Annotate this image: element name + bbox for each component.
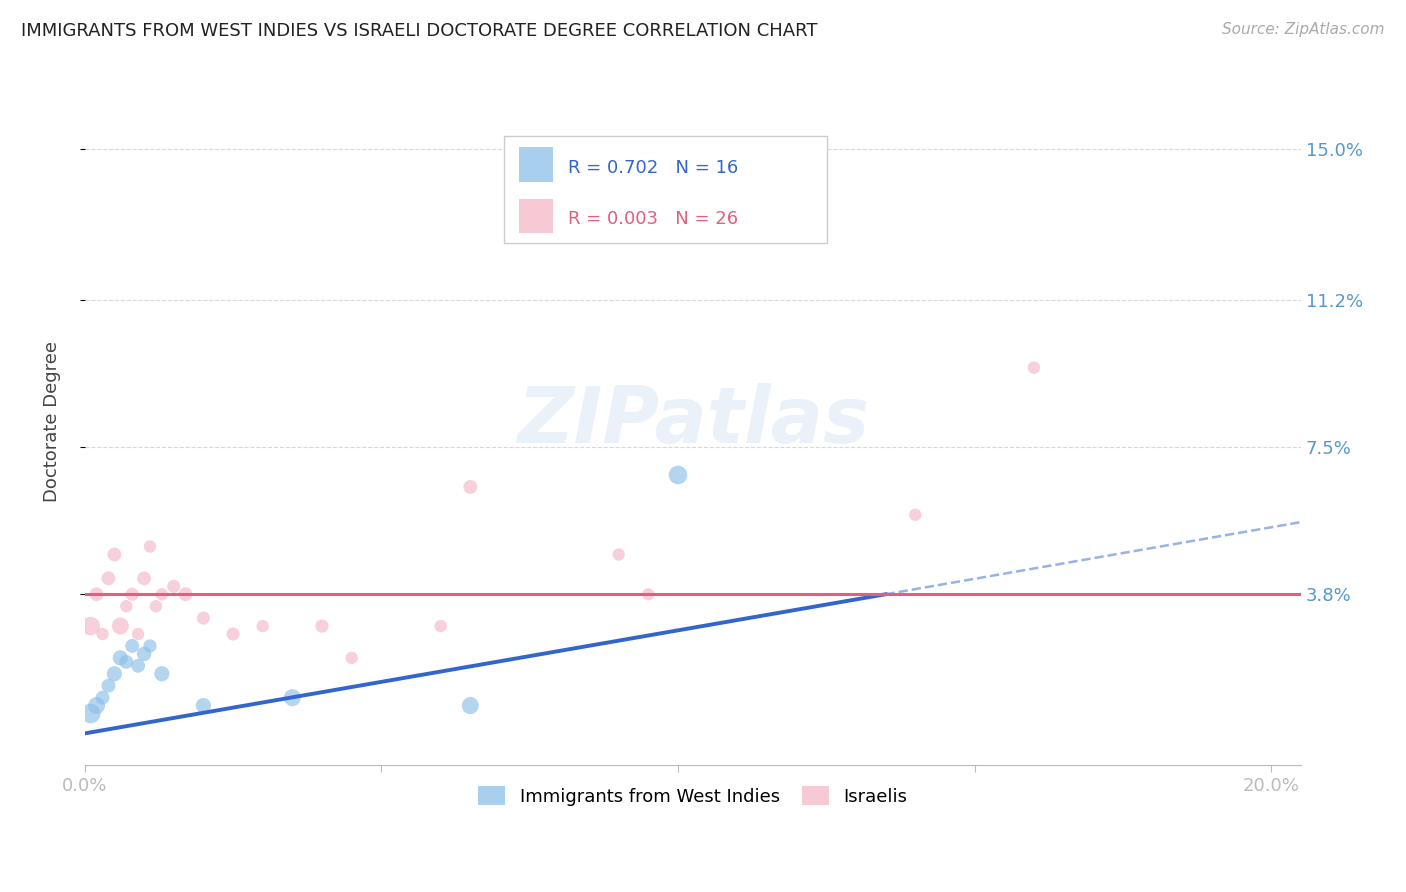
Point xyxy=(91,627,114,641)
Point xyxy=(150,666,173,681)
Point xyxy=(666,468,689,483)
Point xyxy=(150,587,173,601)
Y-axis label: Doctorate Degree: Doctorate Degree xyxy=(44,341,60,502)
Text: R = 0.702   N = 16: R = 0.702 N = 16 xyxy=(568,159,738,177)
Legend: Immigrants from West Indies, Israelis: Immigrants from West Indies, Israelis xyxy=(470,777,917,814)
Point xyxy=(193,611,215,625)
Point xyxy=(110,651,132,665)
Point xyxy=(86,587,108,601)
Point xyxy=(904,508,927,522)
Point xyxy=(252,619,274,633)
Point xyxy=(79,619,101,633)
Text: R = 0.003   N = 26: R = 0.003 N = 26 xyxy=(568,210,738,228)
Text: Source: ZipAtlas.com: Source: ZipAtlas.com xyxy=(1222,22,1385,37)
Point xyxy=(115,599,138,614)
Point xyxy=(103,666,125,681)
Point xyxy=(311,619,333,633)
Point xyxy=(174,587,197,601)
Point xyxy=(121,587,143,601)
Point xyxy=(139,639,162,653)
Point xyxy=(97,679,120,693)
Point xyxy=(127,627,149,641)
Point xyxy=(607,548,630,562)
Bar xyxy=(519,147,553,182)
Point xyxy=(222,627,245,641)
Point xyxy=(115,655,138,669)
Point xyxy=(121,639,143,653)
FancyBboxPatch shape xyxy=(505,136,827,243)
Point xyxy=(127,658,149,673)
Point xyxy=(163,579,186,593)
Point xyxy=(139,540,162,554)
Point xyxy=(91,690,114,705)
Point xyxy=(103,548,125,562)
Point xyxy=(460,480,482,494)
Point xyxy=(193,698,215,713)
Point xyxy=(79,706,101,721)
Point xyxy=(281,690,304,705)
Point xyxy=(340,651,363,665)
Point xyxy=(429,619,451,633)
Text: IMMIGRANTS FROM WEST INDIES VS ISRAELI DOCTORATE DEGREE CORRELATION CHART: IMMIGRANTS FROM WEST INDIES VS ISRAELI D… xyxy=(21,22,818,40)
Point xyxy=(637,587,659,601)
Point xyxy=(86,698,108,713)
Bar xyxy=(519,199,553,233)
Point xyxy=(132,647,155,661)
Point xyxy=(460,698,482,713)
Point xyxy=(132,571,155,585)
Text: ZIPatlas: ZIPatlas xyxy=(516,384,869,459)
Point xyxy=(1022,360,1045,375)
Point xyxy=(97,571,120,585)
Point xyxy=(145,599,167,614)
Point xyxy=(110,619,132,633)
